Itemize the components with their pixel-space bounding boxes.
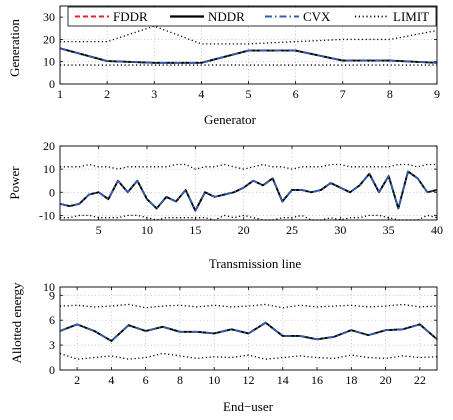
x-tick-label: 15 — [189, 223, 201, 237]
y-tick-label: 0 — [49, 363, 55, 377]
x-tick-label: 1 — [57, 87, 63, 101]
y-tick-label: 0 — [49, 77, 55, 91]
legend-label-limit: LIMIT — [393, 9, 429, 24]
panel-generation: 1 2 3 4 5 6 7 8 9 0 10 20 30 FDDR NDDR CVX LIMIT — [43, 5, 440, 101]
y-tick-label: 10 — [43, 280, 55, 294]
y-tick-label: 20 — [43, 139, 55, 153]
panel-power: 5 10 15 20 25 30 35 40 -10 0 10 20 — [39, 139, 443, 237]
x-tick-label: 12 — [243, 373, 255, 387]
series-limit-line — [59, 352, 438, 360]
xlabel-end-user: End−user — [223, 399, 273, 414]
legend-label-fddr: FDDR — [113, 9, 148, 24]
y-tick-label: 9 — [49, 288, 55, 302]
y-tick-label: 0 — [49, 185, 55, 199]
ylabel-generation: Generation — [7, 19, 22, 77]
axes-frame — [59, 145, 438, 221]
series-cvx-line — [59, 47, 438, 64]
series-cvx-line — [59, 170, 438, 212]
x-tick-label: 10 — [141, 223, 153, 237]
legend-label-nddr: NDDR — [208, 9, 245, 24]
series-limit-line — [60, 163, 437, 170]
y-tick-label: 30 — [43, 10, 55, 24]
y-tick-label: 6 — [49, 313, 55, 327]
y-tick-label: 20 — [43, 32, 55, 46]
x-tick-label: 10 — [208, 373, 220, 387]
y-tick-label: -10 — [39, 208, 55, 222]
x-tick-label: 40 — [431, 223, 443, 237]
xlabel-generator: Generator — [204, 112, 256, 127]
x-tick-label: 6 — [293, 87, 299, 101]
y-tick-label: 3 — [49, 338, 55, 352]
x-tick-label: 3 — [151, 87, 157, 101]
y-tick-label: 10 — [43, 55, 55, 69]
x-tick-label: 4 — [198, 87, 204, 101]
x-tick-label: 35 — [383, 223, 395, 237]
x-tick-label: 8 — [177, 373, 183, 387]
x-tick-label: 22 — [414, 373, 426, 387]
legend-label-cvx: CVX — [303, 9, 331, 24]
x-tick-label: 20 — [238, 223, 250, 237]
x-tick-label: 2 — [74, 373, 80, 387]
x-tick-label: 20 — [380, 373, 392, 387]
ylabel-allotted-energy: Allotted energy — [9, 282, 24, 364]
x-tick-label: 4 — [108, 373, 114, 387]
y-tick-label: 10 — [43, 162, 55, 176]
x-tick-label: 25 — [286, 223, 298, 237]
legend: FDDR NDDR CVX LIMIT — [67, 6, 437, 27]
x-tick-label: 7 — [340, 87, 346, 101]
x-tick-label: 14 — [277, 373, 289, 387]
x-tick-label: 5 — [246, 87, 252, 101]
x-tick-label: 8 — [387, 87, 393, 101]
x-tick-label: 5 — [96, 223, 102, 237]
series-cvx-line — [59, 321, 438, 342]
ylabel-power: Power — [7, 166, 22, 200]
series-limit-line — [59, 303, 438, 309]
series-limit-line — [60, 25, 438, 45]
x-tick-label: 9 — [434, 87, 440, 101]
x-tick-label: 30 — [334, 223, 346, 237]
legend-box — [67, 6, 437, 27]
xlabel-transmission-line: Transmission line — [208, 256, 302, 271]
x-tick-label: 6 — [143, 373, 149, 387]
x-tick-label: 16 — [311, 373, 323, 387]
x-tick-label: 2 — [104, 87, 110, 101]
x-tick-label: 18 — [345, 373, 357, 387]
